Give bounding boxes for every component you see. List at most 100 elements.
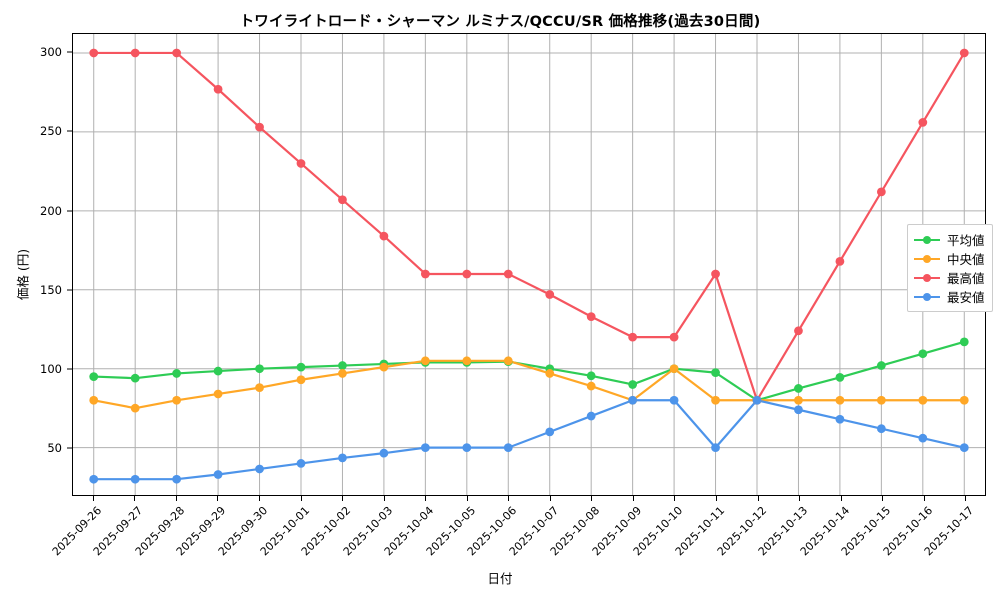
data-point [255, 364, 264, 374]
data-point [89, 48, 99, 58]
data-point [711, 269, 720, 279]
series-line-2 [92, 51, 966, 402]
data-point [255, 464, 264, 474]
data-point [628, 395, 638, 405]
data-point [835, 414, 845, 424]
x-tick-mark [342, 496, 344, 501]
legend-label: 中央値 [947, 252, 985, 267]
data-point [255, 383, 264, 393]
data-point [296, 159, 306, 168]
data-point [503, 356, 513, 366]
y-tick-mark [67, 51, 72, 53]
data-point [89, 372, 99, 381]
y-tick-mark [67, 368, 72, 370]
chart-legend: 平均値中央値最高値最安値 [907, 224, 993, 312]
x-tick-mark [840, 496, 842, 501]
data-point [89, 474, 99, 484]
data-point [213, 84, 223, 94]
legend-label: 最安値 [947, 290, 985, 305]
data-point [545, 369, 555, 378]
series-line-1 [92, 359, 966, 410]
x-tick-mark [923, 496, 925, 501]
data-point [420, 356, 430, 366]
data-point [172, 48, 182, 58]
data-point [338, 195, 347, 205]
data-point [794, 405, 803, 415]
data-point [835, 373, 845, 382]
data-point [213, 366, 223, 376]
y-tick-label: 100 [40, 362, 62, 377]
legend-item-0[interactable]: 平均値 [914, 230, 985, 249]
x-tick-mark [591, 496, 593, 501]
x-tick-mark [425, 496, 427, 501]
y-tick-label: 250 [40, 124, 62, 139]
data-point [89, 395, 99, 405]
chart-title: トワイライトロード・シャーマン ルミナス/QCCU/SR 価格推移(過去30日間… [239, 14, 761, 30]
legend-item-3[interactable]: 最安値 [914, 287, 985, 306]
x-tick-mark [799, 496, 801, 501]
data-point [296, 375, 306, 385]
data-point [130, 403, 140, 413]
legend-label: 最高値 [947, 271, 985, 286]
data-point [462, 443, 472, 453]
x-tick-mark [674, 496, 676, 501]
data-point [255, 122, 264, 132]
plot-area [72, 33, 986, 496]
legend-item-1[interactable]: 中央値 [914, 249, 985, 268]
data-point [586, 381, 596, 391]
data-point [545, 290, 555, 299]
series-line-3 [92, 399, 966, 481]
data-point [711, 395, 720, 405]
x-tick-mark [715, 496, 717, 501]
data-point [586, 411, 596, 421]
data-point [669, 395, 679, 405]
data-point [835, 256, 845, 266]
x-tick-mark [258, 496, 260, 501]
data-point [172, 369, 182, 378]
data-point [959, 48, 969, 58]
data-point [462, 269, 472, 279]
y-tick-label: 200 [40, 203, 62, 218]
data-point [420, 443, 430, 453]
y-tick-mark [67, 210, 72, 212]
data-point [420, 269, 430, 279]
x-tick-mark [549, 496, 551, 501]
data-point [296, 362, 306, 372]
data-point [379, 448, 389, 458]
x-axis-ticks: 2025-09-26 2025-09-27 2025-09-28 2025-09-29… [50, 496, 986, 596]
data-point [752, 395, 762, 405]
x-tick-mark [134, 496, 136, 501]
data-point [711, 368, 720, 378]
series-line-0 [92, 340, 966, 402]
x-tick-mark [383, 496, 385, 501]
legend-item-2[interactable]: 最高値 [914, 268, 985, 287]
data-point [213, 389, 223, 399]
data-point [669, 364, 679, 374]
data-point [959, 443, 969, 453]
x-tick-mark [757, 496, 759, 501]
x-tick-mark [965, 496, 967, 501]
data-point [130, 48, 140, 58]
data-point [379, 231, 389, 241]
data-point [794, 326, 803, 336]
data-point [876, 361, 886, 370]
data-point [172, 474, 182, 484]
data-point [835, 395, 845, 405]
y-tick-mark [67, 447, 72, 449]
legend-swatch-icon [914, 253, 940, 265]
series-layer [89, 48, 969, 484]
legend-swatch-icon [914, 291, 940, 303]
data-point [876, 424, 886, 434]
data-point [338, 361, 347, 370]
data-point [959, 395, 969, 405]
data-point [130, 474, 140, 484]
x-tick-mark [217, 496, 219, 501]
x-axis-label: 日付 [487, 571, 513, 586]
data-point [296, 459, 306, 468]
data-point [628, 332, 638, 342]
data-point [338, 369, 347, 378]
data-point [669, 332, 679, 342]
data-point [172, 395, 182, 405]
data-point [918, 433, 928, 443]
